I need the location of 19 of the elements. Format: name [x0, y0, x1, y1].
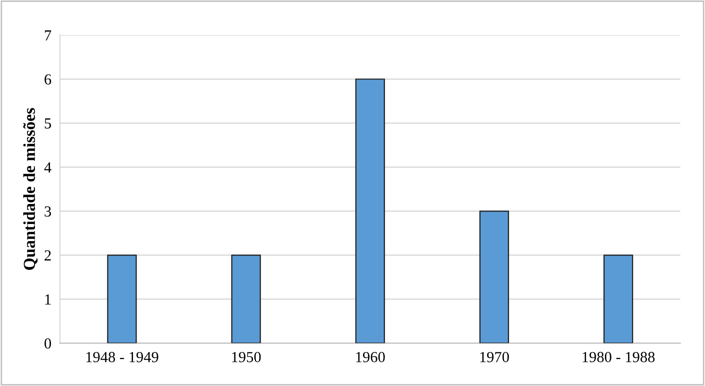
bar	[479, 210, 510, 344]
y-tick-label: 7	[44, 30, 52, 40]
bar	[355, 78, 385, 344]
x-tick-label: 1970	[480, 352, 509, 362]
x-tick-label: 1980 - 1988	[582, 352, 655, 362]
x-tick-label: 1950	[232, 352, 261, 362]
y-tick-label: 3	[44, 206, 51, 217]
y-axis-title: Quantidade de missões	[23, 108, 38, 270]
bar	[603, 254, 634, 344]
y-tick-label: 4	[44, 162, 52, 172]
x-tick-label: 1960	[356, 352, 385, 362]
y-tick-label: 1	[45, 294, 51, 304]
bar	[107, 254, 137, 344]
y-tick-label: 6	[44, 74, 52, 85]
y-tick-label: 2	[44, 250, 51, 260]
y-tick-label: 5	[44, 118, 51, 129]
bar	[231, 254, 261, 344]
y-tick-label: 0	[44, 338, 52, 349]
x-tick-label: 1948 - 1949	[86, 352, 158, 362]
